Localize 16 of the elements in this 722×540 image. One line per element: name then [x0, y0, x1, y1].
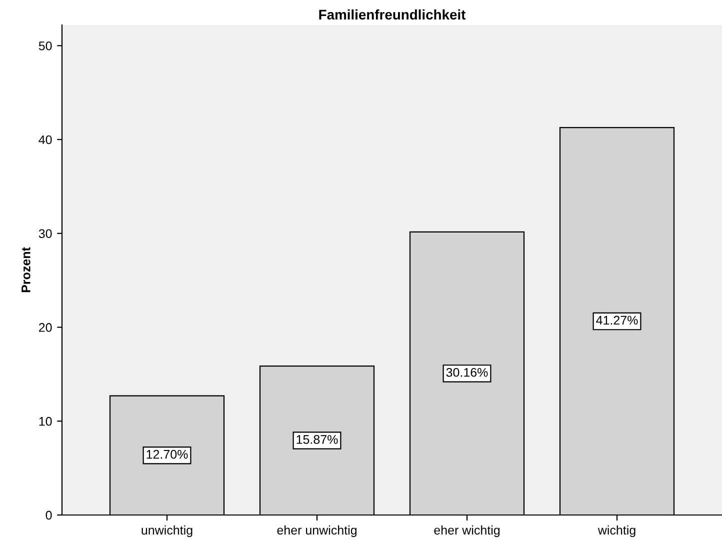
y-tick-label: 30 [38, 229, 52, 238]
y-tick-label: 50 [38, 41, 52, 50]
y-tick-label: 10 [39, 416, 52, 426]
data-label: 15.87% [296, 435, 338, 444]
x-tick-label: eher wichtig [434, 525, 500, 538]
x-tick-label: wichtig [598, 525, 636, 538]
x-tick-label: eher unwichtig [277, 525, 356, 538]
data-label: 12.70% [146, 450, 188, 459]
y-axis-title: Prozent [22, 247, 30, 292]
chart-title: Familienfreundlichkeit [319, 9, 466, 20]
data-label: 30.16% [446, 368, 488, 377]
y-tick-label: 20 [39, 323, 52, 332]
x-tick-label: unwichtig [142, 525, 192, 538]
y-tick-label: 40 [38, 135, 52, 144]
y-tick-label: 0 [46, 510, 52, 520]
data-label: 41.27% [596, 316, 638, 325]
